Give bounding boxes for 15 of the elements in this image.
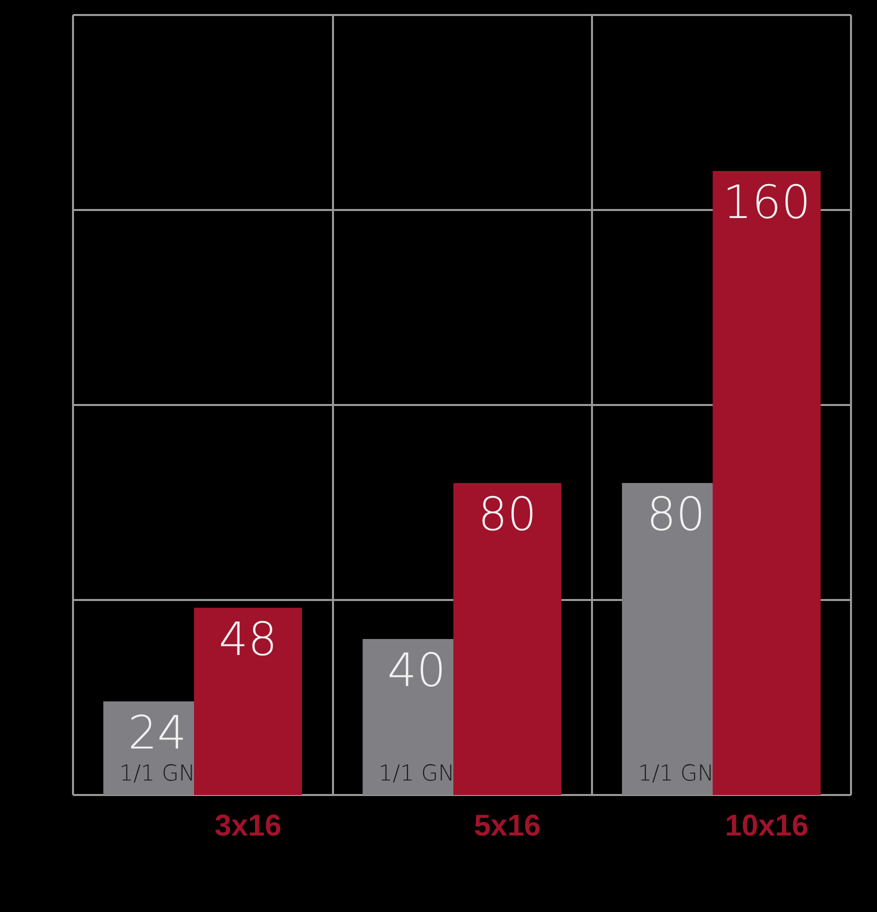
x-tick-label: 3x16 (214, 810, 282, 842)
text: 1/1 GN (378, 762, 455, 786)
data-label: 24 (128, 705, 187, 760)
x-tick-label: 10x16 (724, 810, 808, 842)
data-label: 48 (218, 612, 278, 666)
data-label: 40 (387, 643, 446, 697)
bar (712, 171, 821, 795)
text: 1/1 GN (638, 762, 714, 786)
x-tick-label: 5x16 (474, 810, 541, 842)
bar (194, 608, 302, 795)
data-label: 80 (646, 487, 706, 541)
series-label: 1/1 GN (119, 762, 196, 786)
data-label: 160 (722, 175, 811, 229)
data-label: 80 (478, 487, 537, 541)
bar (453, 483, 562, 795)
